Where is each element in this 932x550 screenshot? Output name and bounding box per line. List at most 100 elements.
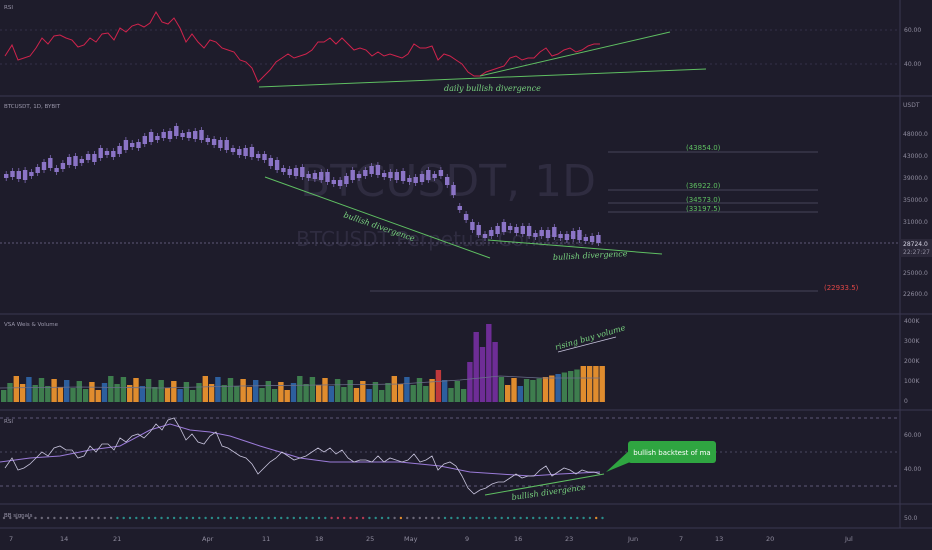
signal-dot xyxy=(91,516,94,520)
signal-dot xyxy=(261,516,264,520)
signal-dot xyxy=(368,516,371,520)
signals-ytick-50: 50.0 xyxy=(904,515,918,522)
volume-ytick-100k: 100K xyxy=(904,378,920,385)
candle-body xyxy=(589,236,595,242)
signal-dot xyxy=(469,516,472,520)
signal-dot xyxy=(601,516,604,520)
signal-dot xyxy=(525,516,529,520)
signal-dot xyxy=(487,516,491,520)
volume-bar xyxy=(334,379,341,402)
volume-bar xyxy=(227,378,234,402)
volume-bar xyxy=(145,379,152,402)
level-36922: (36922.0) xyxy=(686,182,721,190)
volume-bar xyxy=(391,376,397,402)
candle-body xyxy=(256,154,261,158)
volume-bar xyxy=(511,378,517,402)
volume-bar xyxy=(196,383,202,402)
signal-dot xyxy=(59,516,62,520)
signal-dot xyxy=(380,516,384,520)
volume-bar xyxy=(568,371,574,402)
candle-body xyxy=(130,143,135,147)
volume-bar xyxy=(95,390,101,402)
candle-body xyxy=(249,147,255,157)
signal-dot xyxy=(2,516,6,520)
rsi-ytick-40: 40.00 xyxy=(904,466,921,473)
candle-body xyxy=(363,170,368,176)
volume-bar xyxy=(234,386,240,402)
signal-dot xyxy=(431,516,434,520)
candle-body xyxy=(508,226,513,230)
volume-bar xyxy=(479,347,486,402)
candle-body xyxy=(501,222,507,232)
rsi-title: RSI xyxy=(4,419,13,425)
volume-bar xyxy=(32,385,38,402)
annotation-rising-volume: rising buy volume xyxy=(554,323,626,352)
candle-body xyxy=(10,171,15,177)
candle-body xyxy=(123,140,129,150)
volume-bar xyxy=(473,332,479,402)
signal-dot xyxy=(147,516,151,520)
candle-body xyxy=(407,178,412,182)
volume-bar xyxy=(208,384,215,402)
volume-bar xyxy=(580,366,586,402)
signal-dot xyxy=(349,516,352,520)
signal-dot xyxy=(97,516,100,520)
candle-body xyxy=(35,167,40,173)
signal-dot xyxy=(437,516,440,520)
volume-bar xyxy=(486,324,492,402)
volume-bar xyxy=(114,384,120,402)
candle-body xyxy=(67,157,72,165)
candle-body xyxy=(111,151,116,157)
candle-body xyxy=(514,227,519,233)
candle-body xyxy=(438,170,444,176)
signal-dot xyxy=(456,516,459,520)
candle-body xyxy=(274,160,280,170)
candles xyxy=(4,123,601,246)
signal-dot xyxy=(185,516,188,520)
candle-body xyxy=(558,234,563,238)
candle-body xyxy=(180,133,185,137)
candle-body xyxy=(16,171,21,179)
volume-bar xyxy=(549,375,555,402)
signal-dot xyxy=(172,516,176,520)
candle-body xyxy=(60,163,66,169)
signal-dot xyxy=(298,516,302,520)
candle-body xyxy=(142,136,147,144)
signal-dot xyxy=(481,516,484,520)
volume-bar xyxy=(89,382,95,402)
candle-body xyxy=(552,227,557,237)
volume-bar xyxy=(353,388,360,402)
volume-bar xyxy=(517,386,523,402)
candle-body xyxy=(230,148,236,152)
candle-body xyxy=(394,172,399,180)
candle-body xyxy=(350,170,355,180)
xtick-16: 16 xyxy=(514,535,522,543)
xtick-may: May xyxy=(404,535,418,543)
candle-body xyxy=(369,166,374,174)
xtick-14: 14 xyxy=(60,535,68,543)
volume-bar xyxy=(366,389,372,402)
candle-body xyxy=(526,226,532,236)
volume-bar xyxy=(139,386,145,402)
signal-dot xyxy=(361,516,365,520)
signal-dot xyxy=(324,516,327,520)
volume-bar xyxy=(1,390,7,402)
candle-body xyxy=(224,140,229,150)
volume-bar xyxy=(467,362,473,402)
candle-body xyxy=(85,154,91,160)
candle-body xyxy=(382,173,387,177)
xtick-9: 9 xyxy=(465,535,469,543)
price-ytick-35000: 35000.0 xyxy=(903,197,928,204)
volume-bar xyxy=(278,382,284,402)
signal-dot xyxy=(513,516,516,520)
signal-dot xyxy=(109,516,113,520)
signal-dot xyxy=(532,516,535,520)
volume-bar xyxy=(505,385,511,402)
signal-dot xyxy=(15,516,18,520)
candle-body xyxy=(432,174,437,178)
xtick-jun: Jun xyxy=(627,535,638,543)
rsi-line xyxy=(4,417,601,495)
signal-dot xyxy=(46,516,50,520)
signal-dot xyxy=(418,516,421,520)
level-33197: (33197.5) xyxy=(686,205,721,213)
